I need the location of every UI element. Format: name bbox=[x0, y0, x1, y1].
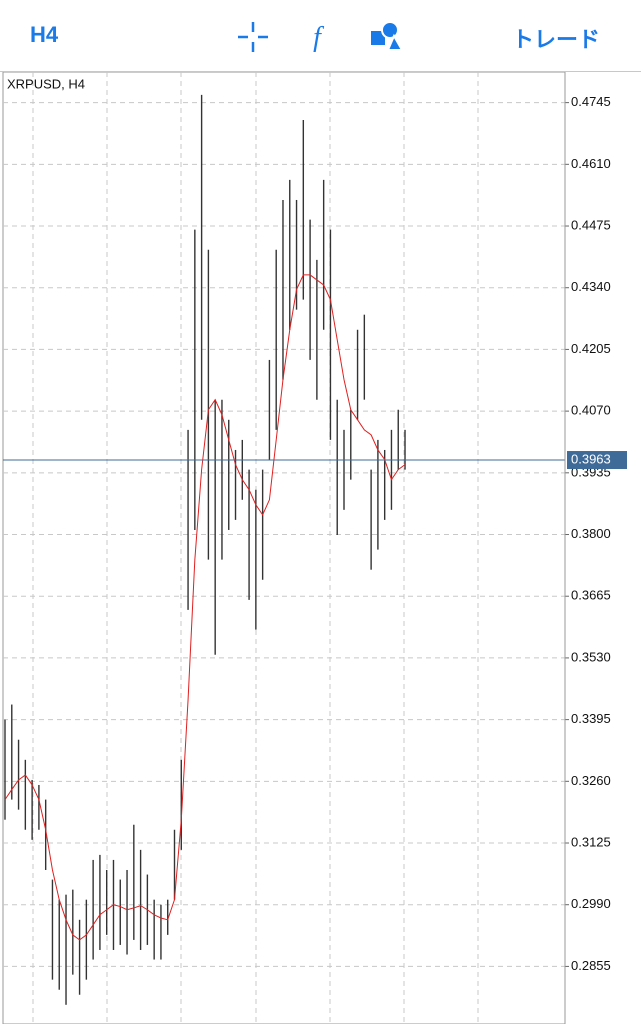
moving-average bbox=[4, 274, 406, 941]
y-tick-label: 0.2990 bbox=[571, 896, 611, 911]
indicator-icon[interactable]: f bbox=[302, 20, 332, 54]
y-tick-label: 0.3125 bbox=[571, 834, 611, 849]
current-price-box bbox=[567, 451, 627, 470]
y-tick-label: 0.4070 bbox=[571, 403, 611, 418]
y-tick-label: 0.4340 bbox=[571, 279, 611, 294]
current-price-label: 0.3963 bbox=[571, 451, 611, 466]
vertical-grid bbox=[32, 72, 479, 1024]
y-tick-label: 0.4610 bbox=[571, 156, 611, 171]
y-tick-label: 0.4205 bbox=[571, 341, 611, 356]
svg-text:f: f bbox=[313, 22, 324, 53]
y-tick-label: 0.3395 bbox=[571, 711, 611, 726]
y-tick-label: 0.3260 bbox=[571, 773, 611, 788]
y-tick-label: 0.3665 bbox=[571, 588, 611, 603]
chart: XRPUSD, H4 0.4745 0.4610 0.4475 0.4340 0.420… bbox=[2, 72, 627, 1024]
objects-icon[interactable] bbox=[368, 18, 404, 54]
timeframe-button[interactable]: H4 bbox=[30, 22, 59, 47]
chart-title: XRPUSD, H4 bbox=[7, 76, 85, 91]
trade-button[interactable]: トレード bbox=[512, 27, 601, 52]
toolbar: H4 f トレード bbox=[0, 0, 641, 72]
y-tick-label: 0.4475 bbox=[571, 217, 611, 232]
y-tick-label: 0.4745 bbox=[571, 94, 611, 109]
plot-frame bbox=[2, 72, 566, 1024]
y-tick-label: 0.3800 bbox=[571, 526, 611, 541]
y-tick-label: 0.3530 bbox=[571, 649, 611, 664]
crosshair-icon[interactable] bbox=[236, 20, 270, 54]
y-tick-label: 0.2855 bbox=[571, 958, 611, 973]
